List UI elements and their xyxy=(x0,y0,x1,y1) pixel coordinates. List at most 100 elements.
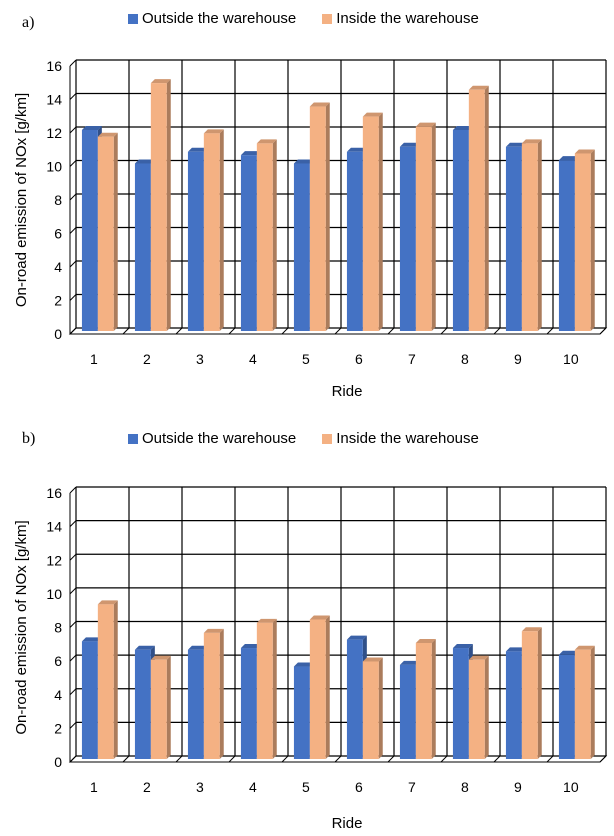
gridline-side xyxy=(69,587,77,595)
legend-label-inside: Inside the warehouse xyxy=(336,430,479,447)
bar-outside-ride-9 xyxy=(505,146,522,331)
y-tick-label: 14 xyxy=(46,92,62,108)
x-tick-label: 3 xyxy=(196,779,204,795)
x-axis-title: Ride xyxy=(332,815,363,832)
x-tick-label: 1 xyxy=(90,779,98,795)
bar-inside-ride-7 xyxy=(415,126,432,332)
bar-top xyxy=(399,660,420,665)
gridline-side xyxy=(69,688,77,696)
bar-outside-ride-4 xyxy=(240,155,257,331)
bar-top xyxy=(97,600,118,605)
bar-outside-ride-5 xyxy=(293,163,310,331)
gridline-side xyxy=(69,160,77,167)
y-tick-label: 2 xyxy=(54,293,62,309)
bar-side xyxy=(378,657,383,759)
bar-top xyxy=(203,129,224,134)
legend-item-outside: Outside the warehouse xyxy=(128,10,296,27)
bar-inside-ride-4 xyxy=(256,622,273,759)
y-axis-title: On-road emission of NOx [g/km] xyxy=(13,93,30,307)
legend-item-inside: Inside the warehouse xyxy=(322,430,479,447)
bar-outside-ride-4 xyxy=(240,648,257,759)
bar-side xyxy=(325,615,330,759)
bar-side xyxy=(272,618,277,759)
gridline-side xyxy=(69,722,77,729)
floor-divider xyxy=(228,755,236,763)
bar-inside-ride-2 xyxy=(150,659,167,759)
gridline-side xyxy=(69,59,77,67)
legend-item-inside: Inside the warehouse xyxy=(322,10,479,27)
legend-label-outside: Outside the warehouse xyxy=(142,10,297,27)
x-tick-label: 6 xyxy=(355,351,363,367)
floor-divider xyxy=(281,755,289,763)
bar-inside-ride-3 xyxy=(203,632,220,759)
legend-swatch-outside xyxy=(128,433,138,444)
panel-label-a: a) xyxy=(22,14,35,31)
bar-top xyxy=(97,132,118,137)
gridline-side xyxy=(69,654,77,662)
y-tick-label: 12 xyxy=(46,552,62,568)
bar-top xyxy=(150,79,171,84)
y-axis-title: On-road emission of NOx [g/km] xyxy=(13,520,30,734)
legend-b: Outside the warehouse Inside the warehou… xyxy=(128,430,505,447)
bar-top xyxy=(452,126,473,130)
floor-divider xyxy=(387,327,395,335)
bar-top xyxy=(81,126,102,130)
bar-side xyxy=(484,655,489,759)
y-tick-label: 6 xyxy=(54,226,62,242)
bar-outside-ride-3 xyxy=(187,151,204,331)
x-tick-label: 10 xyxy=(563,351,579,367)
bar-side xyxy=(325,102,330,331)
bar-top xyxy=(505,647,526,652)
bar-inside-ride-5 xyxy=(309,619,326,759)
bar-side xyxy=(431,638,436,759)
gridline-side xyxy=(69,553,77,561)
floor-divider xyxy=(122,327,130,335)
bar-side xyxy=(537,139,542,331)
bar-outside-ride-6 xyxy=(346,639,363,759)
x-tick-label: 8 xyxy=(461,779,469,795)
gridline-side xyxy=(69,193,77,201)
floor-divider xyxy=(546,755,554,763)
gridline-side xyxy=(69,93,77,100)
bar-top xyxy=(293,159,314,164)
floor-divider xyxy=(175,327,183,335)
bar-inside-ride-8 xyxy=(468,89,485,331)
bar-outside-ride-8 xyxy=(452,648,469,759)
x-tick-label: 8 xyxy=(461,351,469,367)
chart-panel-a: a) Outside the warehouse Inside the ware… xyxy=(0,0,614,410)
bar-outside-ride-7 xyxy=(399,146,416,331)
legend-label-outside: Outside the warehouse xyxy=(142,430,297,447)
bar-side xyxy=(590,645,595,759)
bar-side xyxy=(590,149,595,331)
bar-inside-ride-7 xyxy=(415,642,432,759)
bar-top xyxy=(293,662,314,667)
x-axis-title: Ride xyxy=(332,383,363,400)
bar-outside-ride-10 xyxy=(558,160,575,331)
x-tick-label: 4 xyxy=(249,351,257,367)
bar-top xyxy=(399,142,420,147)
bar-top xyxy=(521,627,542,632)
bar-top xyxy=(256,139,277,144)
floor-divider xyxy=(69,755,77,763)
floor-divider xyxy=(175,755,183,763)
y-tick-label: 16 xyxy=(46,58,62,74)
floor-divider xyxy=(546,327,554,335)
gridline-side xyxy=(69,227,77,234)
bar-side xyxy=(113,132,118,331)
bar-inside-ride-4 xyxy=(256,143,273,331)
bar-inside-ride-8 xyxy=(468,659,485,759)
floor-divider xyxy=(387,755,395,763)
bar-top xyxy=(309,615,330,620)
bar-top xyxy=(240,644,261,649)
bar-outside-ride-1 xyxy=(81,641,98,759)
bar-top xyxy=(256,618,277,623)
x-tick-label: 9 xyxy=(514,779,522,795)
floor-divider xyxy=(440,327,448,335)
bar-outside-ride-7 xyxy=(399,664,416,759)
y-tick-label: 10 xyxy=(46,586,62,602)
bar-top xyxy=(309,102,330,107)
bar-inside-ride-1 xyxy=(97,604,114,759)
bar-top xyxy=(346,147,367,152)
x-tick-label: 3 xyxy=(196,351,204,367)
panel-label-b: b) xyxy=(22,430,36,447)
